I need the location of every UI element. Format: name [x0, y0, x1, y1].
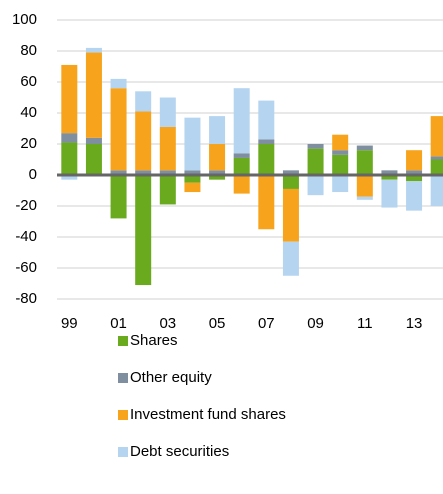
bar-segment	[135, 175, 152, 286]
bar-segment	[61, 133, 78, 143]
x-tick-label: 03	[159, 315, 176, 332]
y-tick-label: 80	[20, 42, 37, 59]
bar-segment	[282, 175, 299, 189]
bar-segment	[159, 126, 176, 171]
legend-swatch	[118, 336, 128, 346]
y-tick-label: -20	[15, 197, 37, 214]
x-tick-label: 07	[258, 315, 275, 332]
bar-segment	[209, 175, 226, 180]
bar-segment	[110, 78, 127, 89]
bar-segment	[159, 97, 176, 127]
bar-segment	[381, 179, 398, 208]
y-tick-label: -60	[15, 259, 37, 276]
legend-label: Shares	[130, 332, 178, 349]
bar-segment	[258, 100, 275, 140]
bar-segment	[159, 175, 176, 205]
bar-segment	[61, 142, 78, 175]
bar-segment	[184, 170, 201, 175]
y-tick-label: -80	[15, 290, 37, 307]
y-tick-label: 100	[12, 11, 37, 28]
bar-segment	[356, 196, 373, 200]
bar-segment	[332, 175, 349, 193]
y-tick-label: -40	[15, 228, 37, 245]
y-tick-label: 20	[20, 135, 37, 152]
bar-segment	[307, 148, 324, 175]
legend-swatch	[118, 447, 128, 457]
bar-segment	[406, 170, 423, 175]
bar-segment	[430, 156, 443, 160]
bar-segment	[307, 144, 324, 149]
bar-segment	[356, 150, 373, 175]
legend-swatch	[118, 373, 128, 383]
bar-segment	[406, 150, 423, 171]
x-tick-label: 13	[406, 315, 423, 332]
bar-segment	[85, 47, 102, 53]
x-tick-label: 05	[209, 315, 226, 332]
bar-segment	[61, 175, 78, 180]
x-tick-label: 11	[357, 315, 373, 332]
bar-segment	[233, 88, 250, 154]
y-tick-label: 60	[20, 73, 37, 90]
bar-segment	[258, 144, 275, 175]
bar-segment	[430, 116, 443, 157]
bar-segment	[85, 52, 102, 138]
bar-segment	[110, 170, 127, 175]
bar-segment	[282, 188, 299, 242]
bar-segment	[430, 175, 443, 206]
bar-segment	[332, 134, 349, 151]
x-tick-label: 01	[110, 315, 127, 332]
x-tick-label: 09	[307, 315, 324, 332]
bar-segment	[184, 182, 201, 193]
y-tick-label: 0	[29, 166, 37, 183]
bar-segment	[258, 139, 275, 144]
bar-segment	[430, 159, 443, 175]
bar-segment	[258, 175, 275, 230]
bar-segment	[233, 153, 250, 158]
bar-segment	[307, 175, 324, 196]
bar-segment	[381, 170, 398, 175]
legend-label: Investment fund shares	[130, 406, 286, 423]
bar-segment	[332, 154, 349, 175]
bar-segment	[135, 111, 152, 171]
bar-segment	[135, 91, 152, 112]
bar-segment	[110, 88, 127, 171]
bar-segment	[282, 170, 299, 175]
bar-segment	[282, 241, 299, 276]
bar-segment	[135, 170, 152, 175]
bar-segment	[233, 157, 250, 175]
bar-segment	[381, 175, 398, 180]
bar-segment	[233, 175, 250, 194]
bar-segment	[61, 64, 78, 134]
bar-segment	[85, 137, 102, 144]
bar-segment	[184, 175, 201, 183]
legend-swatch	[118, 410, 128, 420]
bar-segment	[356, 145, 373, 151]
y-tick-label: 40	[20, 104, 37, 121]
bar-segment	[110, 175, 127, 219]
x-tick-label: 99	[61, 315, 78, 332]
bar-segment	[356, 175, 373, 197]
legend-label: Debt securities	[130, 443, 229, 460]
bar-segment	[209, 116, 226, 144]
bar-segment	[332, 150, 349, 155]
bar-segment	[406, 175, 423, 182]
bar-segment	[184, 117, 201, 171]
bars	[61, 47, 443, 286]
bar-segment	[159, 170, 176, 175]
bar-segment	[406, 181, 423, 211]
bar-segment	[209, 170, 226, 175]
bar-segment	[209, 144, 226, 171]
legend-label: Other equity	[130, 369, 212, 386]
bar-segment	[85, 144, 102, 175]
